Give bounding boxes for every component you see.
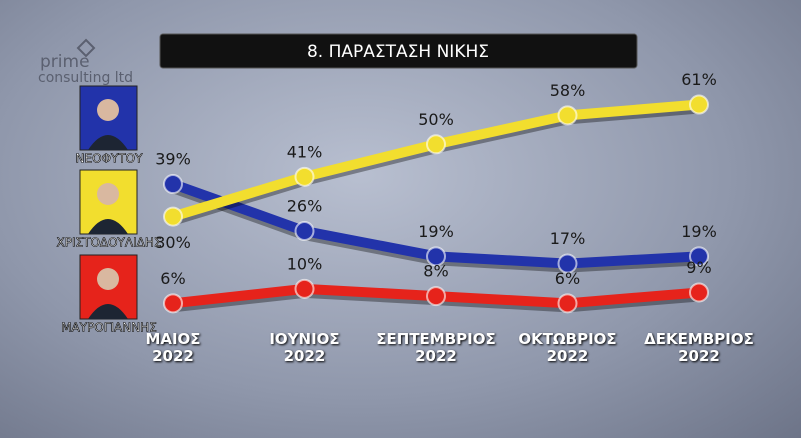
data-label: 19% <box>681 222 717 241</box>
legend-label: ΧΡΙΣΤΟΔΟΥΛΙΔΗΣ <box>57 236 162 250</box>
data-label: 58% <box>550 81 586 100</box>
data-label: 26% <box>287 197 323 216</box>
data-point <box>426 246 446 267</box>
data-point <box>426 286 446 307</box>
data-label: 10% <box>287 254 323 273</box>
x-tick-label: ΣΕΠΤΕΜΒΡΙΟΣ 2022 <box>376 330 496 365</box>
chart-title: 8. ΠΑΡΑΣΤΑΣΗ ΝΙΚΗΣ <box>307 42 489 62</box>
x-tick-label: ΔΕΚΕΜΒΡΙΟΣ 2022 <box>644 330 754 365</box>
photo-head <box>97 99 119 121</box>
data-label: 30% <box>155 233 191 252</box>
data-point <box>163 206 183 227</box>
data-point <box>426 134 446 155</box>
data-label: 9% <box>686 258 711 277</box>
data-label: 61% <box>681 70 717 89</box>
photo-body <box>88 304 128 319</box>
data-label: 50% <box>418 110 454 129</box>
title-bar <box>159 33 638 69</box>
data-point <box>557 105 578 126</box>
brand: prime <box>40 52 90 72</box>
brand: consulting ltd <box>38 70 133 86</box>
x-tick-label: ΙΟΥΝΙΟΣ 2022 <box>269 330 340 365</box>
data-label: 6% <box>555 269 580 288</box>
data-label: 17% <box>550 229 586 248</box>
data-point <box>294 221 315 242</box>
data-point <box>557 293 578 314</box>
data-point <box>163 174 183 195</box>
data-point <box>294 278 315 299</box>
data-label: 6% <box>160 269 185 288</box>
data-point <box>689 94 709 115</box>
data-label: 39% <box>155 150 191 169</box>
x-tick-label: ΟΚΤΩΒΡΙΟΣ 2022 <box>518 330 617 365</box>
brand-icon <box>76 38 96 58</box>
data-point <box>294 166 315 187</box>
photo-head <box>97 268 119 290</box>
photo-head <box>97 183 119 205</box>
photo-body <box>88 219 128 234</box>
legend-label: ΜΑΥΡΟΓΙΑΝΝΗΣ <box>61 321 157 335</box>
data-label: 19% <box>418 222 454 241</box>
data-label: 41% <box>287 142 323 161</box>
x-tick-label: ΜΑΙΟΣ 2022 <box>145 330 201 365</box>
data-point <box>163 293 183 314</box>
data-point <box>689 246 709 267</box>
legend-label: ΝΕΟΦΥΤΟΥ <box>76 152 144 166</box>
data-point <box>557 253 578 274</box>
data-point <box>689 282 709 303</box>
photo-body <box>88 135 128 150</box>
data-label: 8% <box>423 262 448 281</box>
